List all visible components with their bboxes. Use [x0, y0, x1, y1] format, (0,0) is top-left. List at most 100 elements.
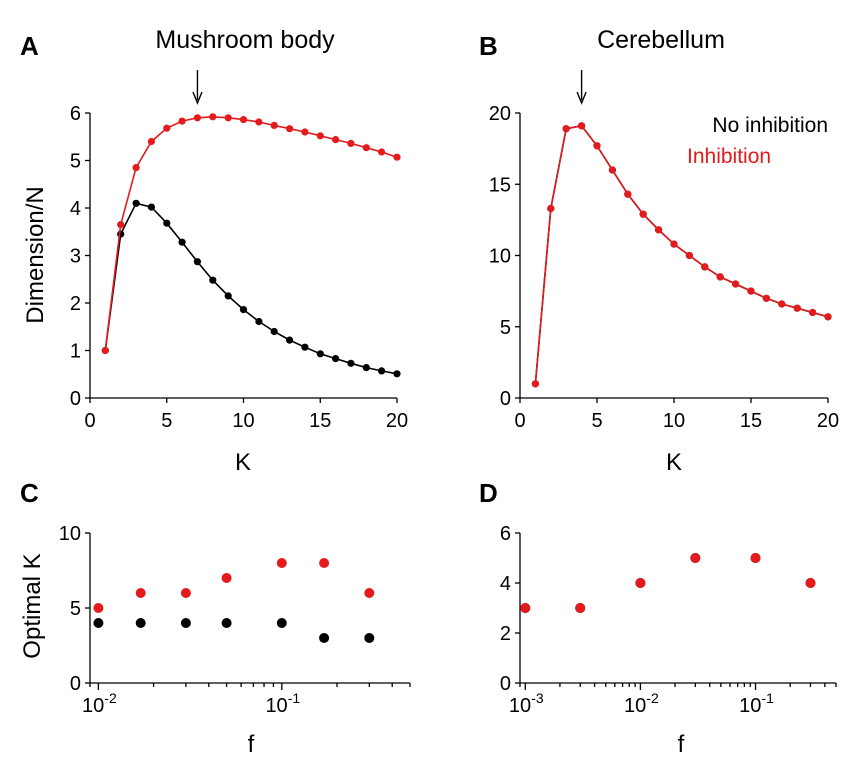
- x-tick-label-c: 10-2: [82, 690, 117, 717]
- data-point-no-inhibition-a: [378, 367, 386, 375]
- data-point-inhibition-b: [670, 240, 678, 248]
- panel-label-b: B: [479, 31, 498, 61]
- chart-title-a: Mushroom body: [155, 26, 335, 54]
- data-point-inhibition-d: [805, 578, 816, 588]
- data-point-no-inhibition-a: [362, 364, 370, 372]
- data-point-inhibition-a: [178, 117, 186, 125]
- y-tick-label-a: 2: [70, 293, 81, 315]
- x-tick-label-c: 10-1: [265, 690, 300, 717]
- x-tick-label-a: 5: [161, 410, 172, 432]
- data-point-no-inhibition-c: [135, 618, 146, 628]
- y-tick-label-d: 4: [500, 573, 511, 595]
- x-tick-label-b: 5: [591, 410, 602, 432]
- annotation-arrow-head-b: [576, 91, 587, 105]
- data-point-no-inhibition-a: [239, 306, 248, 314]
- data-point-inhibition-c: [93, 603, 104, 613]
- data-point-inhibition-b: [824, 313, 832, 321]
- data-point-no-inhibition-a: [178, 238, 186, 246]
- data-point-inhibition-a: [362, 144, 370, 152]
- data-point-inhibition-b: [608, 166, 617, 174]
- data-point-inhibition-a: [132, 164, 140, 172]
- panel-label-d: D: [479, 478, 498, 508]
- data-point-no-inhibition-a: [132, 199, 140, 207]
- x-tick-label-a: 15: [309, 410, 331, 432]
- legend-item-no-inhibition: No inhibition: [712, 114, 828, 137]
- x-axis-label-a: K: [235, 449, 251, 476]
- data-point-no-inhibition-c: [180, 618, 191, 628]
- y-tick-label-c: 10: [59, 523, 81, 545]
- x-tick-label-d: 10-2: [624, 690, 659, 717]
- data-point-no-inhibition-a: [193, 258, 201, 266]
- series-line-no-inhibition-b: [534, 124, 829, 384]
- series-line-no-inhibition-a: [104, 202, 398, 375]
- y-tick-label-d: 6: [500, 523, 511, 545]
- data-point-inhibition-c: [319, 558, 330, 568]
- x-tick-label-b: 15: [740, 410, 762, 432]
- x-tick-label-d: 10-3: [509, 690, 544, 717]
- data-point-no-inhibition-c: [221, 618, 232, 628]
- y-axis-label-c: Optimal K: [19, 553, 46, 658]
- data-point-no-inhibition-a: [316, 350, 324, 358]
- data-point-inhibition-a: [332, 136, 340, 144]
- data-point-no-inhibition-c: [319, 633, 330, 643]
- data-point-inhibition-c: [364, 588, 375, 598]
- panel-label-c: C: [20, 478, 39, 508]
- data-point-no-inhibition-a: [270, 327, 278, 336]
- data-point-inhibition-a: [163, 124, 171, 132]
- y-tick-label-b: 10: [489, 246, 511, 268]
- data-point-no-inhibition-a: [255, 317, 263, 326]
- data-point-inhibition-b: [701, 263, 709, 271]
- y-tick-label-b: 20: [489, 103, 511, 125]
- data-point-inhibition-a: [117, 221, 125, 229]
- series-line-inhibition-b: [534, 124, 829, 384]
- data-point-inhibition-d: [520, 603, 531, 613]
- data-point-no-inhibition-a: [147, 203, 155, 211]
- data-point-inhibition-a: [147, 137, 155, 146]
- data-point-no-inhibition-c: [364, 633, 375, 643]
- x-axis-label-b: K: [666, 449, 682, 476]
- data-point-inhibition-b: [747, 287, 755, 295]
- y-tick-label-a: 6: [70, 103, 81, 125]
- x-tick-label-a: 20: [386, 410, 408, 432]
- chart-title-b: Cerebellum: [597, 26, 725, 54]
- y-tick-label-d: 2: [500, 623, 511, 645]
- x-tick-label-b: 20: [817, 410, 839, 432]
- data-point-inhibition-b: [655, 226, 663, 234]
- data-point-no-inhibition-a: [117, 230, 125, 238]
- y-tick-label-d: 0: [500, 673, 511, 695]
- data-point-no-inhibition-a: [163, 219, 171, 227]
- x-tick-label-a: 0: [84, 410, 95, 432]
- y-tick-label-a: 1: [70, 341, 81, 363]
- data-point-inhibition-a: [101, 346, 109, 355]
- y-tick-label-a: 4: [70, 198, 81, 220]
- y-axis-label-a: Dimension/N: [22, 186, 49, 323]
- data-point-no-inhibition-a: [286, 336, 294, 344]
- y-tick-label-b: 0: [500, 388, 511, 410]
- data-point-no-inhibition-a: [393, 370, 401, 378]
- x-tick-label-b: 10: [663, 410, 685, 432]
- data-point-inhibition-a: [378, 148, 386, 156]
- data-point-inhibition-a: [270, 121, 278, 129]
- data-point-no-inhibition-a: [301, 343, 309, 351]
- annotation-arrow-head-a: [192, 91, 203, 105]
- x-axis-label-d: f: [678, 731, 685, 758]
- data-point-inhibition-b: [593, 142, 601, 150]
- legend-item-inhibition: Inhibition: [687, 145, 771, 168]
- data-point-inhibition-a: [209, 113, 217, 121]
- data-point-inhibition-a: [193, 114, 201, 122]
- data-point-inhibition-a: [347, 139, 355, 147]
- x-axis-label-c: f: [248, 731, 255, 758]
- data-point-inhibition-b: [639, 210, 647, 218]
- data-point-inhibition-b: [547, 204, 555, 213]
- data-point-inhibition-d: [635, 578, 646, 588]
- y-tick-label-c: 0: [70, 673, 81, 695]
- data-point-inhibition-b: [531, 380, 540, 388]
- data-point-inhibition-a: [224, 114, 232, 122]
- y-tick-label-b: 15: [489, 174, 511, 196]
- data-point-inhibition-b: [685, 251, 694, 260]
- y-tick-label-a: 5: [70, 151, 81, 173]
- y-tick-label-b: 5: [500, 317, 511, 339]
- x-tick-label-d: 10-1: [739, 690, 774, 717]
- data-point-no-inhibition-c: [93, 618, 104, 628]
- data-point-no-inhibition-a: [332, 355, 340, 363]
